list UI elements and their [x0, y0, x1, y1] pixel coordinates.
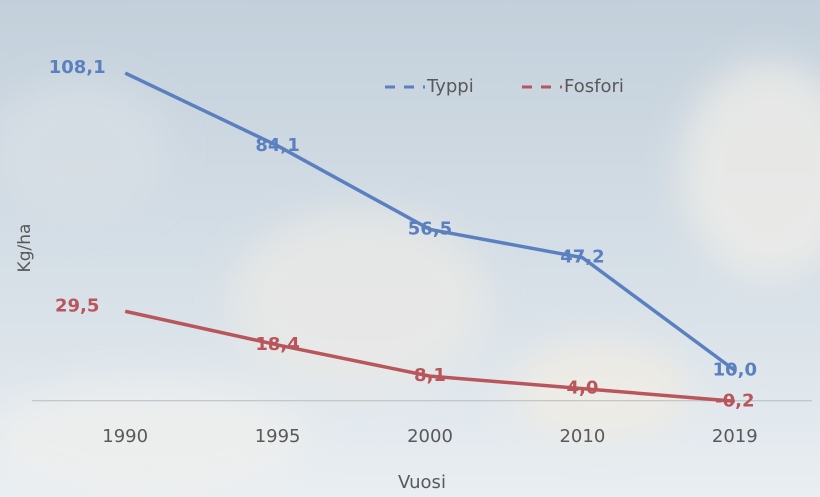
- x-tick-label: 1995: [255, 426, 301, 447]
- x-axis-label: Vuosi: [398, 472, 446, 493]
- data-label: 84,1: [255, 135, 299, 156]
- data-label: 108,1: [49, 57, 106, 78]
- data-label: 56,5: [408, 218, 452, 239]
- data-label: 47,2: [560, 247, 604, 268]
- x-tick-label: 2000: [407, 426, 453, 447]
- x-tick-label: 1990: [102, 426, 148, 447]
- legend-label: Fosfori: [564, 76, 624, 97]
- x-tick-label: 2019: [712, 426, 758, 447]
- data-label: -0,2: [715, 390, 754, 411]
- legend-label: Typpi: [426, 76, 474, 97]
- data-label: 8,1: [414, 365, 446, 386]
- x-tick-label: 2010: [559, 426, 605, 447]
- data-label: 10,0: [713, 359, 757, 380]
- chart: Kg/ha Vuosi 1990 1995 2000 2010 2019 108,1 84,…: [0, 0, 820, 497]
- y-axis-label: Kg/ha: [15, 224, 35, 273]
- page: Kg/ha Vuosi 1990 1995 2000 2010 2019 108,1 84,…: [0, 0, 820, 497]
- data-label: 4,0: [566, 378, 598, 399]
- data-label: 29,5: [55, 295, 99, 316]
- data-label: 18,4: [255, 334, 299, 355]
